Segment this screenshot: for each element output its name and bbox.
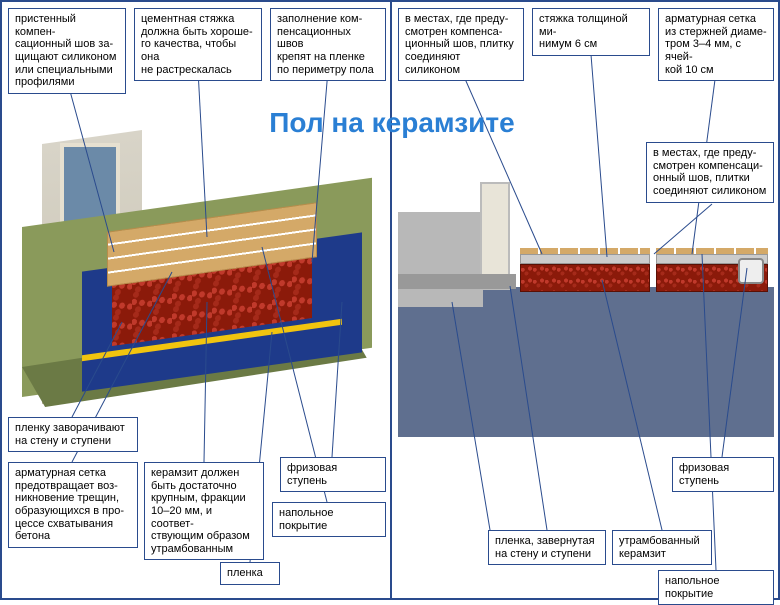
callout-left-b3: керамзит должен быть достаточно крупным,… xyxy=(144,462,264,560)
diagram-title: Пол на керамзите xyxy=(2,107,780,139)
panel-left: пристенный компен- сационный шов за- щищ… xyxy=(2,2,392,598)
callout-left-b2: арматурная сетка предотвращает воз- никн… xyxy=(8,462,138,548)
callout-left-top-2: цементная стяжка должна быть хороше- го … xyxy=(134,8,262,81)
callout-right-b4: фризовая ступень xyxy=(672,457,774,492)
callout-right-b1: пленка, завернутая на стену и ступени xyxy=(488,530,606,565)
callout-left-b1: пленку заворачивают на стену и ступени xyxy=(8,417,138,452)
callout-left-b5: фризовая ступень xyxy=(280,457,386,492)
callout-right-top-4: в местах, где преду- смотрен компенсаци-… xyxy=(646,142,774,203)
illustration-right-section xyxy=(398,212,774,412)
illustration-left-3d xyxy=(22,137,372,407)
callout-left-top-1: пристенный компен- сационный шов за- щищ… xyxy=(8,8,126,94)
callout-left-top-3: заполнение ком- пенсационных швов крепят… xyxy=(270,8,386,81)
callout-right-top-2: стяжка толщиной ми- нимум 6 см xyxy=(532,8,650,56)
callout-right-b2: утрамбованный керамзит xyxy=(612,530,712,565)
panel-right: в местах, где преду- смотрен компенса- ц… xyxy=(392,2,780,598)
callout-left-b4: пленка xyxy=(220,562,280,585)
callout-left-b6: напольное покрытие xyxy=(272,502,386,537)
callout-right-top-3: арматурная сетка из стержней диаме- тром… xyxy=(658,8,774,81)
callout-right-top-1: в местах, где преду- смотрен компенса- ц… xyxy=(398,8,524,81)
